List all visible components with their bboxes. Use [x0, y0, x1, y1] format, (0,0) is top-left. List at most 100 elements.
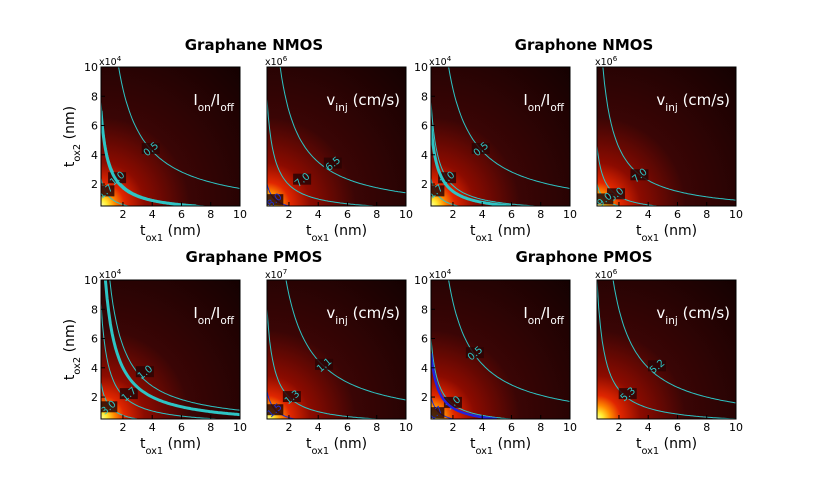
x-axis-label: tox1 (nm)	[636, 436, 697, 457]
x-tick-label: 10	[729, 421, 743, 434]
x-tick-label: 8	[703, 421, 710, 434]
group-title-graphane-pmos: Graphane PMOS	[186, 248, 323, 266]
scale-multiplier: x104	[429, 267, 452, 282]
y-tick-label: 10	[414, 274, 428, 287]
x-tick-label: 10	[563, 208, 577, 221]
x-tick-label: 6	[178, 208, 185, 221]
y-tick-label: 4	[91, 149, 98, 162]
y-tick-label: 6	[91, 120, 98, 133]
contour-1.0	[431, 338, 512, 419]
y-tick-label: 2	[421, 391, 428, 404]
heatmap-field	[431, 280, 570, 419]
x-axis-label: tox1 (nm)	[636, 223, 697, 244]
scale-multiplier: x106	[595, 267, 618, 282]
x-tick-label: 2	[119, 208, 126, 221]
x-tick-label: 10	[233, 208, 247, 221]
x-tick-label: 10	[399, 421, 413, 434]
x-tick-label: 6	[508, 421, 515, 434]
scale-multiplier: x106	[265, 54, 288, 69]
x-tick-label: 4	[315, 208, 322, 221]
contour-1.0	[109, 280, 240, 411]
x-tick-label: 8	[703, 208, 710, 221]
plot-frame	[100, 279, 241, 420]
contour-0.5	[448, 280, 570, 402]
x-tick-label: 4	[149, 208, 156, 221]
x-tick-label: 2	[285, 208, 292, 221]
plot-frame	[100, 66, 241, 207]
y-axis-label: tox2 (nm)	[62, 319, 83, 380]
y-tick-label: 10	[84, 61, 98, 74]
contour-highlight	[431, 353, 497, 419]
x-tick-label: 4	[645, 421, 652, 434]
contour-highlight	[103, 280, 240, 417]
quantity-label: Ion/Ioff	[523, 304, 564, 327]
contour-highlight	[431, 125, 512, 206]
x-tick-label: 4	[479, 421, 486, 434]
plot-frame	[596, 66, 737, 207]
quantity-label: vinj (cm/s)	[656, 91, 730, 114]
x-tick-label: 4	[645, 208, 652, 221]
x-tick-label: 8	[537, 421, 544, 434]
x-tick-label: 2	[615, 208, 622, 221]
x-axis-label: tox1 (nm)	[140, 436, 201, 457]
scale-multiplier: x104	[99, 54, 122, 69]
contour-8.0	[597, 145, 658, 206]
x-tick-label: 10	[233, 421, 247, 434]
x-axis-label: tox1 (nm)	[140, 223, 201, 244]
plot-frame	[430, 66, 571, 207]
y-tick-label: 2	[91, 391, 98, 404]
quantity-label: vinj (cm/s)	[326, 91, 400, 114]
x-tick-label: 6	[344, 421, 351, 434]
scale-multiplier: x106	[595, 54, 618, 69]
x-tick-label: 2	[615, 421, 622, 434]
y-tick-label: 10	[414, 61, 428, 74]
heatmap-field	[597, 280, 736, 419]
plot-frame	[430, 279, 571, 420]
plot-frame	[266, 279, 407, 420]
plot-frame	[266, 66, 407, 207]
x-tick-label: 6	[508, 208, 515, 221]
x-tick-label: 6	[178, 421, 185, 434]
scale-multiplier: x104	[99, 267, 122, 282]
x-tick-label: 8	[207, 208, 214, 221]
quantity-label: Ion/Ioff	[193, 304, 234, 327]
y-tick-label: 8	[421, 90, 428, 103]
x-tick-label: 2	[449, 421, 456, 434]
contour-7.0	[602, 67, 736, 201]
y-tick-label: 4	[421, 362, 428, 375]
heatmap-field	[267, 67, 406, 206]
x-axis-label: tox1 (nm)	[306, 436, 367, 457]
contour-0.5	[448, 67, 570, 189]
scale-multiplier: x104	[429, 54, 452, 69]
contour-5.2	[612, 280, 736, 404]
y-tick-label: 6	[421, 120, 428, 133]
scale-multiplier: x107	[265, 267, 287, 282]
y-tick-label: 10	[84, 274, 98, 287]
contour-1.1	[285, 280, 406, 401]
contour-7.0	[267, 99, 374, 206]
x-tick-label: 10	[399, 208, 413, 221]
x-tick-label: 8	[373, 208, 380, 221]
plot-frame	[596, 279, 737, 420]
x-tick-label: 4	[149, 421, 156, 434]
heatmap-field	[597, 67, 736, 206]
x-tick-label: 8	[537, 208, 544, 221]
group-title-graphone-nmos: Graphone NMOS	[515, 36, 654, 54]
x-tick-label: 4	[315, 421, 322, 434]
x-axis-label: tox1 (nm)	[306, 223, 367, 244]
quantity-label: Ion/Ioff	[523, 91, 564, 114]
group-title-graphone-pmos: Graphone PMOS	[515, 248, 652, 266]
y-tick-label: 8	[91, 90, 98, 103]
x-tick-label: 6	[674, 421, 681, 434]
contour-6.5	[279, 67, 406, 194]
x-tick-label: 4	[479, 208, 486, 221]
y-tick-label: 4	[421, 149, 428, 162]
group-title-graphane-nmos: Graphane NMOS	[185, 36, 323, 54]
x-tick-label: 10	[563, 421, 577, 434]
